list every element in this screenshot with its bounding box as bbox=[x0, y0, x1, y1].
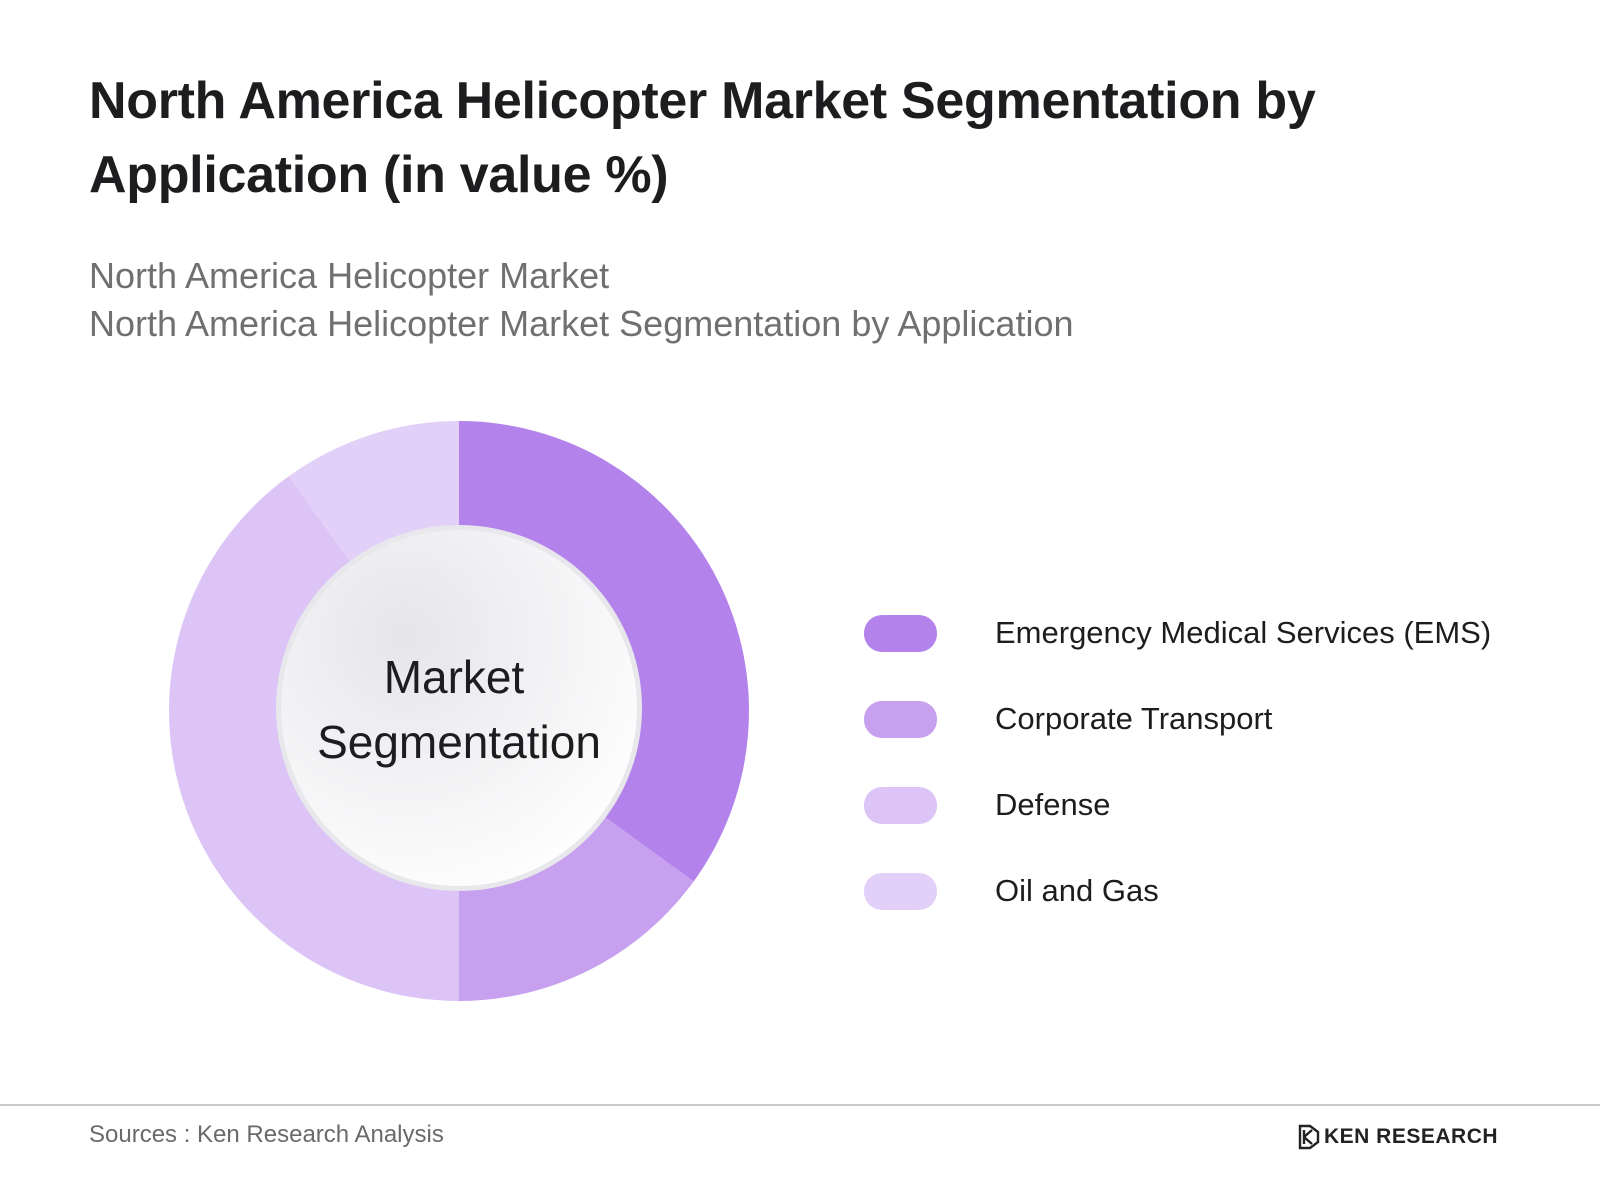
donut-chart: Market Segmentation bbox=[169, 421, 749, 1001]
legend-swatch-defense bbox=[864, 786, 937, 824]
chart-subtitle: North America Helicopter Market North Am… bbox=[89, 252, 1489, 348]
legend-item-ems: Emergency Medical Services (EMS) bbox=[864, 590, 1564, 676]
legend-label-corporate-transport: Corporate Transport bbox=[995, 701, 1273, 736]
legend-label-oil-and-gas: Oil and Gas bbox=[995, 873, 1159, 908]
legend-swatch-corporate-transport bbox=[864, 700, 937, 738]
chart-title: North America Helicopter Market Segmenta… bbox=[89, 64, 1489, 212]
sources-note: Sources : Ken Research Analysis bbox=[89, 1121, 444, 1148]
title-line-1: North America Helicopter Market Segmenta… bbox=[89, 72, 1316, 130]
center-label-line-2: Segmentation bbox=[317, 716, 601, 768]
legend-label-ems: Emergency Medical Services (EMS) bbox=[995, 615, 1492, 650]
title-line-2: Application (in value %) bbox=[89, 146, 669, 204]
center-label-line-1: Market bbox=[384, 651, 525, 703]
brand-logo: KEN RESEARCH bbox=[1298, 1124, 1498, 1150]
subtitle-line-2: North America Helicopter Market Segmenta… bbox=[89, 303, 1074, 344]
brand-name: KEN RESEARCH bbox=[1324, 1125, 1499, 1148]
legend-item-defense: Defense bbox=[864, 762, 1564, 848]
subtitle-line-1: North America Helicopter Market bbox=[89, 255, 610, 296]
legend-swatch-ems bbox=[864, 614, 937, 652]
ken-research-logo-icon bbox=[1298, 1124, 1320, 1150]
footer-divider bbox=[0, 1104, 1600, 1106]
donut-center bbox=[281, 530, 637, 886]
legend-item-corporate-transport: Corporate Transport bbox=[864, 676, 1564, 762]
legend-swatch-oil-and-gas bbox=[864, 872, 937, 910]
chart-legend: Emergency Medical Services (EMS) Corpora… bbox=[864, 590, 1564, 934]
legend-item-oil-and-gas: Oil and Gas bbox=[864, 848, 1564, 934]
legend-label-defense: Defense bbox=[995, 787, 1111, 822]
